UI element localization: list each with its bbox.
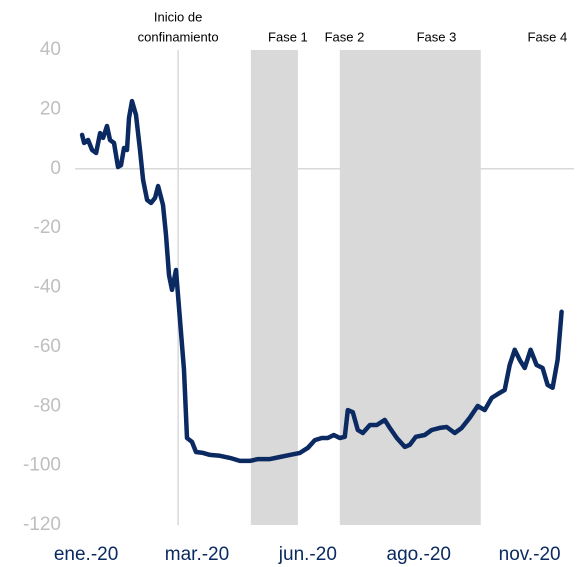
data-line [79, 98, 564, 464]
phase-label: Fase 3 [417, 29, 457, 44]
phase-shade [250, 50, 298, 525]
event-label: confinamiento [138, 29, 219, 44]
x-tick-label: jun.-20 [278, 544, 337, 565]
y-tick-label: -80 [34, 395, 61, 416]
phase-label: Fase 2 [325, 29, 365, 44]
x-tick-label: mar.-20 [165, 544, 229, 565]
x-tick-label: ene.-20 [54, 544, 118, 565]
y-tick-label: -40 [34, 277, 61, 298]
y-tick-label: -20 [34, 217, 61, 238]
phase-label: Fase 4 [528, 29, 568, 44]
y-tick-label: 40 [40, 39, 61, 60]
y-tick-label: -60 [34, 336, 61, 357]
y-tick-label: -100 [23, 455, 61, 476]
y-tick-label: 0 [50, 158, 61, 179]
phase-shade [339, 50, 481, 525]
phase-label: Fase 1 [268, 29, 308, 44]
x-tick-label: nov.-20 [499, 544, 561, 565]
y-tick-label: 20 [40, 98, 61, 119]
event-label: Inicio de [154, 9, 202, 24]
x-tick-label: ago.-20 [387, 544, 451, 565]
y-tick-label: -120 [23, 514, 61, 535]
